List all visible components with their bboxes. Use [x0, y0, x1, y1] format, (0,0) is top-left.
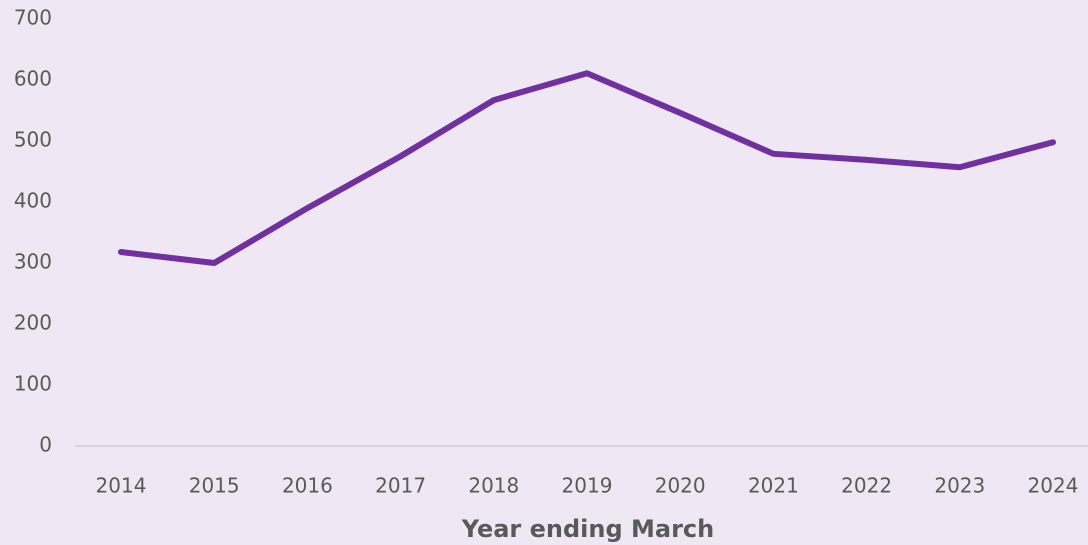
y-tick-label: 300 — [14, 250, 52, 274]
x-tick-label: 2015 — [189, 474, 240, 498]
y-tick-label: 600 — [14, 67, 52, 91]
x-tick-label: 2024 — [1028, 474, 1079, 498]
y-tick-label: 0 — [39, 433, 52, 457]
x-axis-label: Year ending March — [461, 515, 714, 543]
y-tick-label: 400 — [14, 189, 52, 213]
x-tick-label: 2014 — [96, 474, 147, 498]
y-tick-label: 100 — [14, 372, 52, 396]
y-tick-label: 500 — [14, 128, 52, 152]
x-tick-label: 2016 — [282, 474, 333, 498]
x-tick-label: 2017 — [375, 474, 426, 498]
y-tick-label: 700 — [14, 6, 52, 30]
x-tick-label: 2018 — [468, 474, 519, 498]
x-tick-label: 2023 — [934, 474, 985, 498]
x-tick-label: 2021 — [748, 474, 799, 498]
x-tick-label: 2019 — [562, 474, 613, 498]
line-series — [118, 70, 1056, 266]
y-tick-label: 200 — [14, 311, 52, 335]
x-tick-label: 2020 — [655, 474, 706, 498]
x-tick-label: 2022 — [841, 474, 892, 498]
